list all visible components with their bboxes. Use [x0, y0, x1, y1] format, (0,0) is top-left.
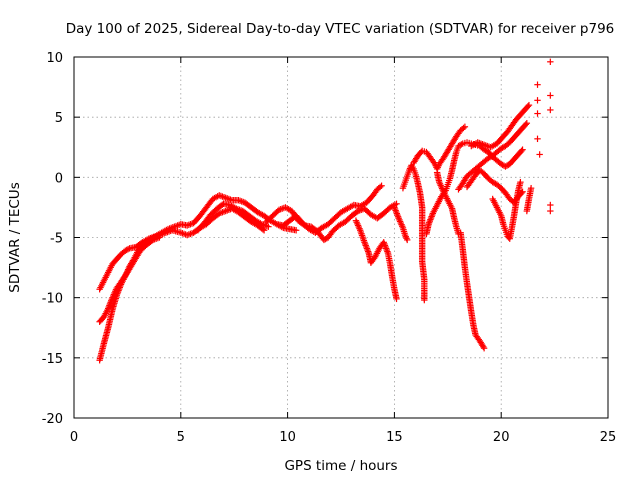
x-tick-label: 10 — [279, 430, 296, 445]
data-points — [96, 58, 554, 364]
data-point — [404, 236, 411, 244]
data-point — [547, 201, 554, 209]
data-point — [525, 101, 533, 109]
y-tick-label: -10 — [42, 292, 63, 307]
y-tick-label: -5 — [50, 232, 63, 247]
data-point — [534, 97, 541, 104]
y-tick-label: -15 — [42, 352, 63, 367]
data-point — [461, 123, 469, 130]
data-point-interp — [376, 183, 384, 191]
data-point — [378, 182, 385, 189]
y-tick-label: 10 — [46, 51, 63, 66]
y-axis-label: SDTVAR / TECUs — [7, 182, 23, 292]
data-point — [519, 146, 526, 153]
y-tick-label: 5 — [55, 111, 63, 126]
data-point-interp — [524, 103, 532, 110]
data-point — [534, 110, 541, 117]
y-tick-label: 0 — [55, 171, 63, 186]
data-point-interp — [417, 148, 425, 156]
data-point — [480, 345, 488, 352]
y-tick-label: -20 — [42, 412, 63, 427]
data-point — [547, 106, 554, 114]
data-point-interp — [518, 147, 525, 155]
data-point — [547, 58, 554, 66]
data-point-interp — [522, 121, 529, 128]
x-tick-label: 15 — [386, 430, 403, 445]
data-point — [260, 227, 268, 234]
x-tick-label: 25 — [600, 430, 617, 445]
chart-title: Day 100 of 2025, Sidereal Day-to-day VTE… — [66, 21, 615, 37]
axis-ticks: 0 5 10 15 20 25 -20 -15 -10 -5 0 5 10 — [42, 51, 617, 445]
data-point-interp — [518, 189, 525, 197]
data-point — [393, 295, 400, 303]
x-tick-label: 5 — [177, 430, 185, 445]
data-point-interp — [124, 245, 132, 253]
data-point-interp — [458, 141, 465, 148]
grid-layer — [74, 57, 608, 418]
data-point — [536, 151, 543, 158]
data-point — [523, 119, 531, 127]
x-tick-label: 0 — [70, 430, 78, 445]
data-point — [534, 81, 541, 88]
data-point-interp — [259, 226, 267, 233]
data-point — [527, 184, 535, 192]
data-point — [547, 207, 554, 215]
x-tick-label: 20 — [493, 430, 510, 445]
data-point — [292, 227, 300, 234]
data-point — [547, 92, 554, 99]
data-point — [393, 200, 400, 208]
data-point — [534, 135, 541, 143]
data-point — [265, 223, 272, 230]
data-point-interp — [480, 343, 487, 350]
data-point — [421, 296, 428, 304]
x-axis-label: GPS time / hours — [284, 458, 397, 474]
data-point — [517, 178, 524, 186]
data-point-interp — [460, 124, 467, 132]
